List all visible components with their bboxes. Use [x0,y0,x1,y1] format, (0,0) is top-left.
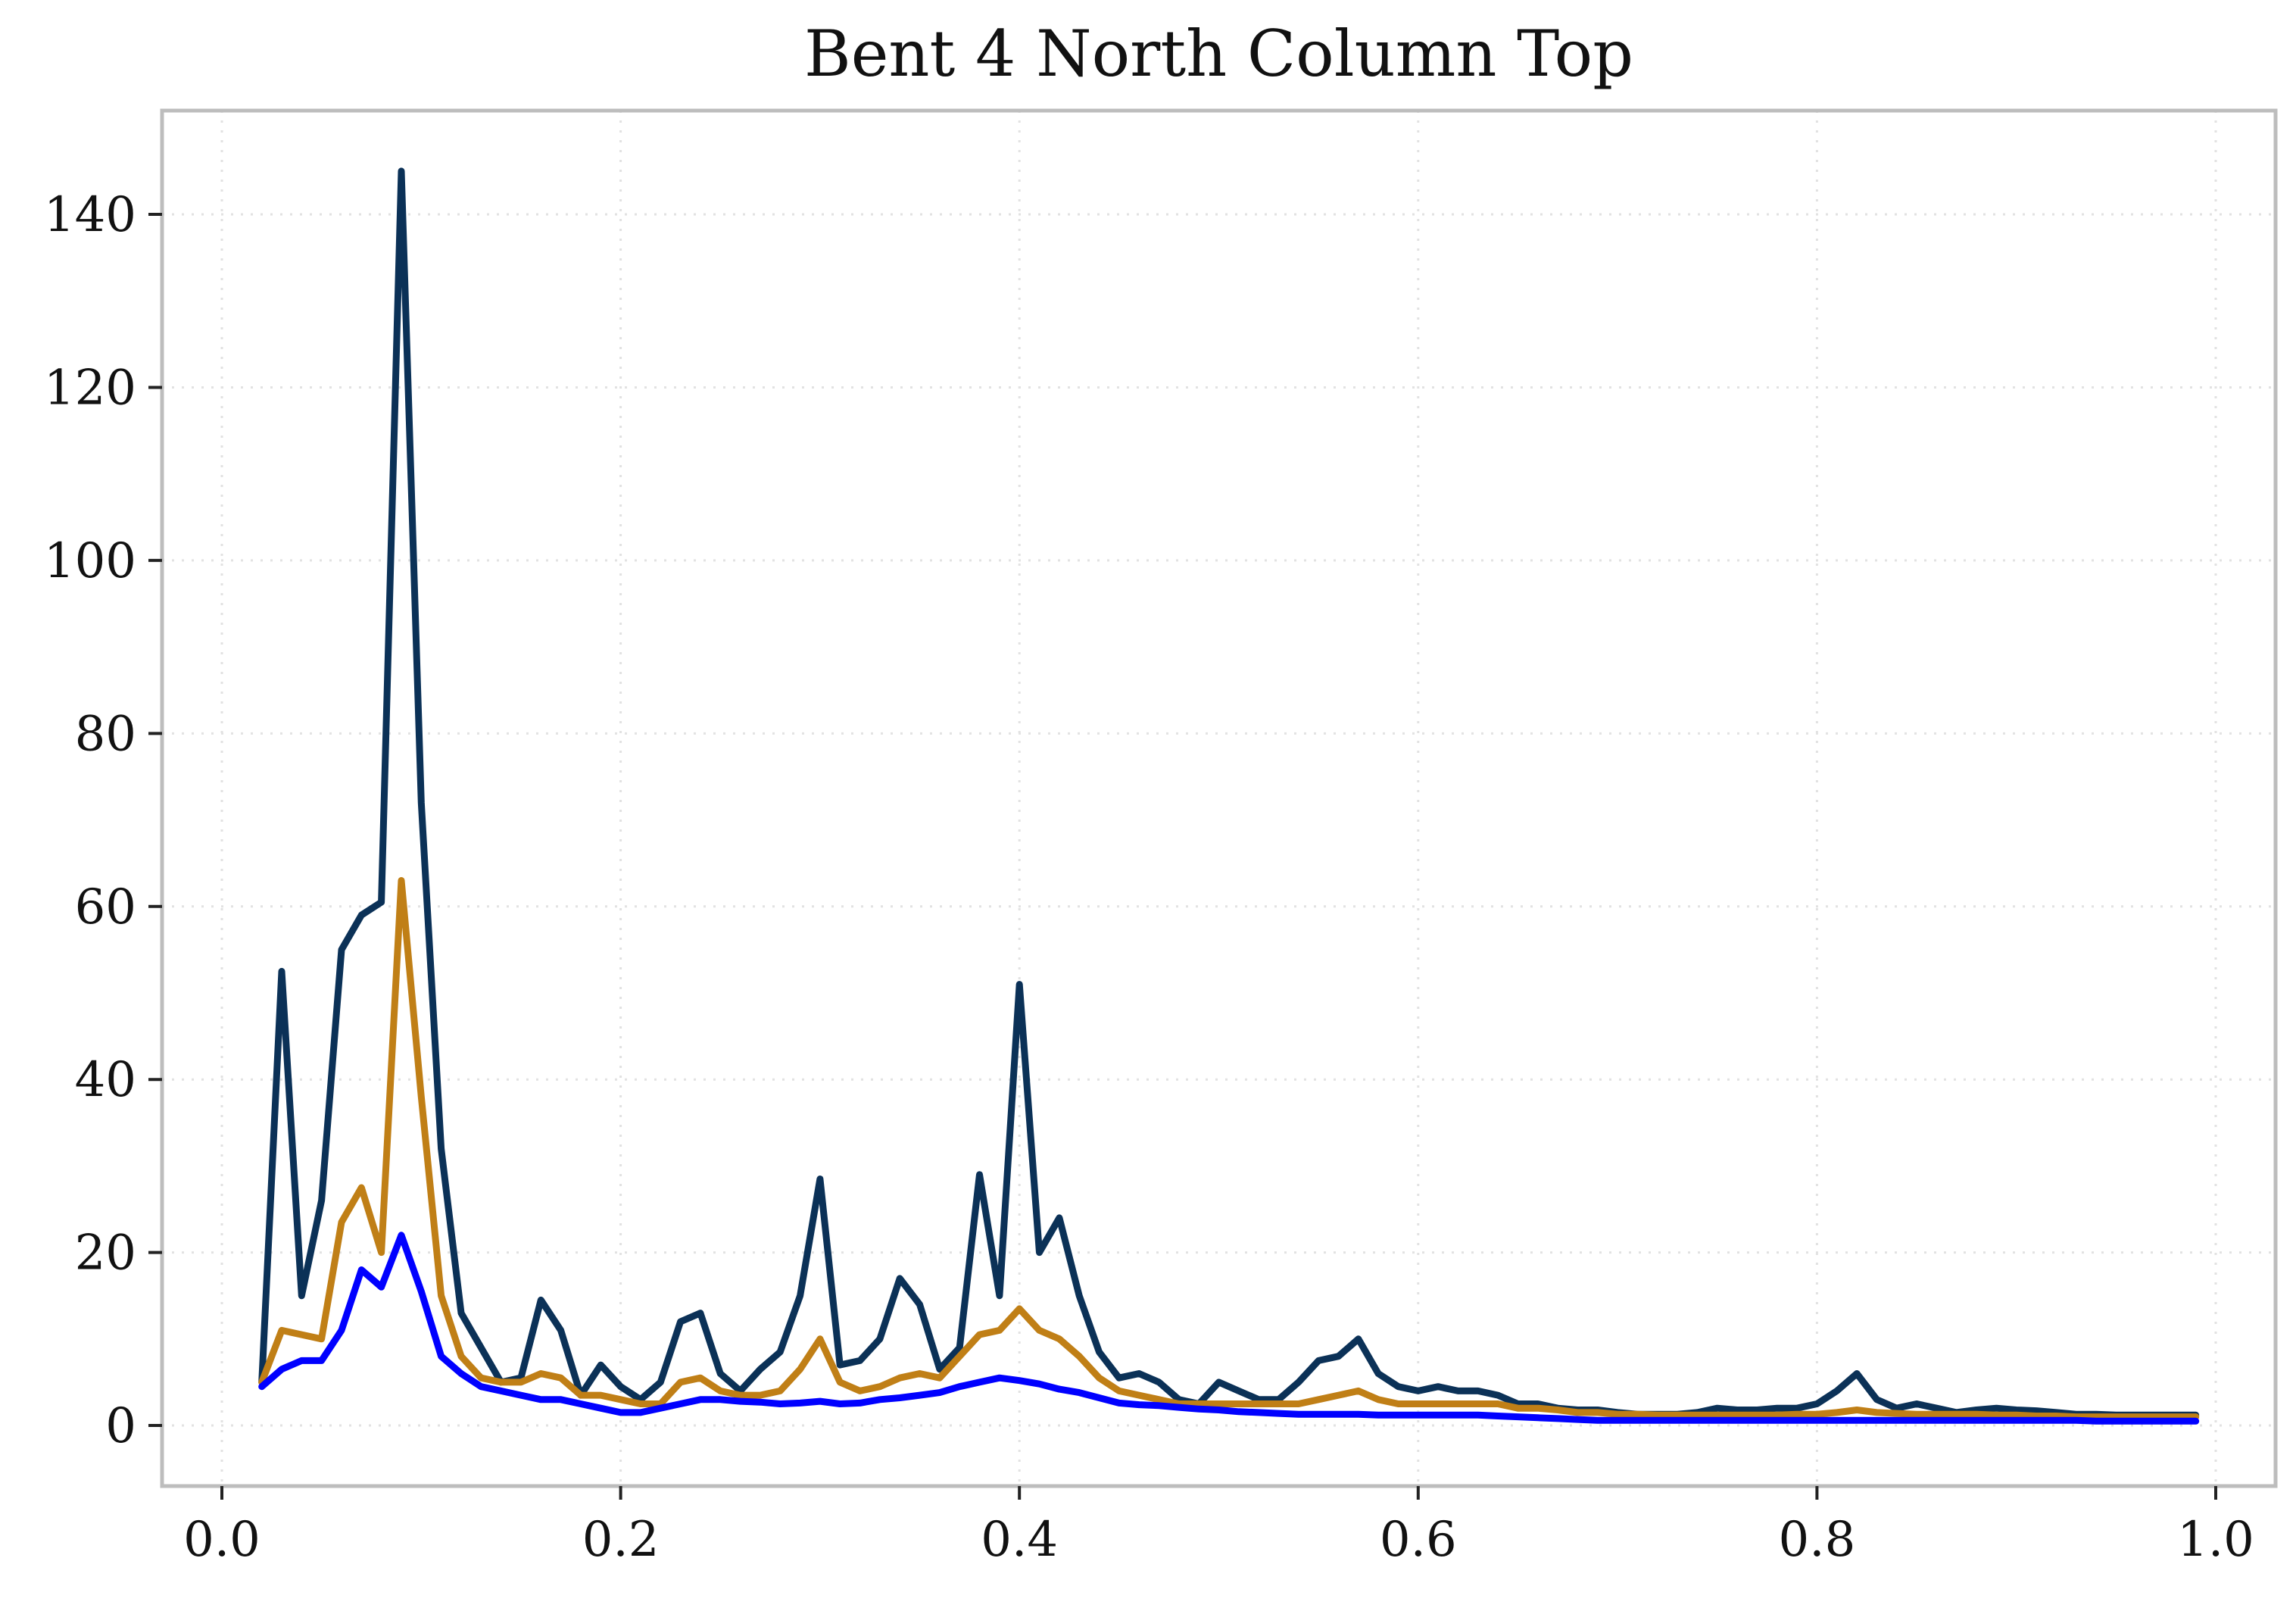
ticks: 0.0 0.2 0.4 0.6 0.8 1.0 0 20 40 60 80 100 120 140 [44,187,2254,1568]
x-tick-label: 1.0 [2177,1512,2254,1568]
x-tick-label: 0.2 [582,1512,660,1568]
series-line-3 [258,1232,2200,1425]
y-tick-label: 80 [75,706,136,762]
series-layer [258,167,2200,1425]
x-tick-label: 0.0 [183,1512,260,1568]
x-tick-label: 0.8 [1779,1512,1856,1568]
y-tick-label: 100 [44,533,136,589]
y-tick-label: 20 [75,1226,136,1282]
y-tick-label: 140 [44,187,136,243]
series-line-2 [258,877,2200,1421]
y-tick-label: 40 [75,1052,136,1108]
y-tick-label: 60 [75,879,136,935]
grid [162,111,2276,1486]
y-tick-label: 120 [44,360,136,416]
y-tick-label: 0 [105,1398,136,1454]
x-tick-label: 0.4 [981,1512,1058,1568]
axes-frame [160,108,2278,1488]
chart-title: Bent 4 North Column Top [804,17,1633,91]
x-tick-label: 0.6 [1380,1512,1457,1568]
series-line-1 [258,167,2200,1419]
